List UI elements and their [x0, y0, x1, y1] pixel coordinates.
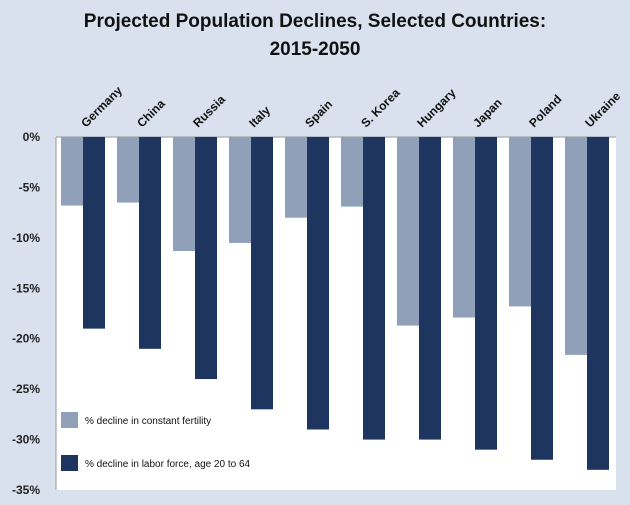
bar-hungary-series-2	[419, 137, 441, 440]
category-label-poland: Poland	[526, 92, 564, 130]
chart-title-line-2: 2015-2050	[269, 39, 361, 60]
legend-swatch-series-2	[61, 455, 78, 471]
bar-ukraine-series-1	[565, 137, 587, 355]
bar-spain-series-2	[307, 137, 329, 430]
bar-s-korea-series-2	[363, 137, 385, 440]
bar-italy-series-1	[229, 137, 251, 243]
category-label-russia: Russia	[190, 92, 228, 130]
bar-china-series-2	[139, 137, 161, 349]
y-tick-label: -5%	[19, 180, 41, 194]
category-label-ukraine: Ukraine	[582, 89, 623, 130]
category-labels: Germany China Russia Italy Spain S. Korea Hung…	[78, 83, 623, 130]
bar-ukraine-series-2	[587, 137, 609, 470]
bar-japan-series-1	[453, 137, 475, 318]
y-tick-label: -10%	[12, 231, 40, 245]
bar-germany-series-2	[83, 137, 105, 329]
y-tick-label: -25%	[12, 382, 40, 396]
bar-s-korea-series-1	[341, 137, 363, 207]
bar-russia-series-1	[173, 137, 195, 251]
bar-russia-series-2	[195, 137, 217, 380]
category-label-china: China	[134, 96, 168, 130]
y-tick-label: 0%	[23, 130, 41, 144]
category-label-germany: Germany	[78, 83, 125, 130]
bar-china-series-1	[117, 137, 139, 203]
bar-poland-series-1	[509, 137, 531, 307]
y-axis-ticks: 0% -5% -10% -15% -20% -25% -30% -35%	[12, 130, 40, 497]
legend-label-series-2: % decline in labor force, age 20 to 64	[85, 459, 251, 470]
bar-germany-series-1	[61, 137, 83, 206]
category-label-hungary: Hungary	[414, 86, 459, 131]
y-tick-label: -15%	[12, 281, 40, 295]
category-label-italy: Italy	[246, 103, 273, 130]
bar-poland-series-2	[531, 137, 553, 460]
y-tick-label: -20%	[12, 332, 40, 346]
legend: % decline in constant fertility % decline…	[61, 412, 251, 471]
bar-hungary-series-1	[397, 137, 419, 326]
bar-japan-series-2	[475, 137, 497, 450]
y-tick-label: -35%	[12, 483, 40, 497]
category-label-s-korea: S. Korea	[358, 86, 403, 131]
y-tick-label: -30%	[12, 433, 40, 447]
category-label-japan: Japan	[470, 96, 504, 130]
chart-title: Projected Population Declines, Selected …	[0, 8, 630, 64]
chart-title-line-1: Projected Population Declines, Selected …	[83, 11, 547, 32]
bars-layer	[61, 137, 609, 470]
legend-label-series-1: % decline in constant fertility	[85, 416, 211, 427]
category-label-spain: Spain	[302, 97, 335, 130]
bar-italy-series-2	[251, 137, 273, 410]
bar-spain-series-1	[285, 137, 307, 218]
legend-swatch-series-1	[61, 412, 78, 428]
